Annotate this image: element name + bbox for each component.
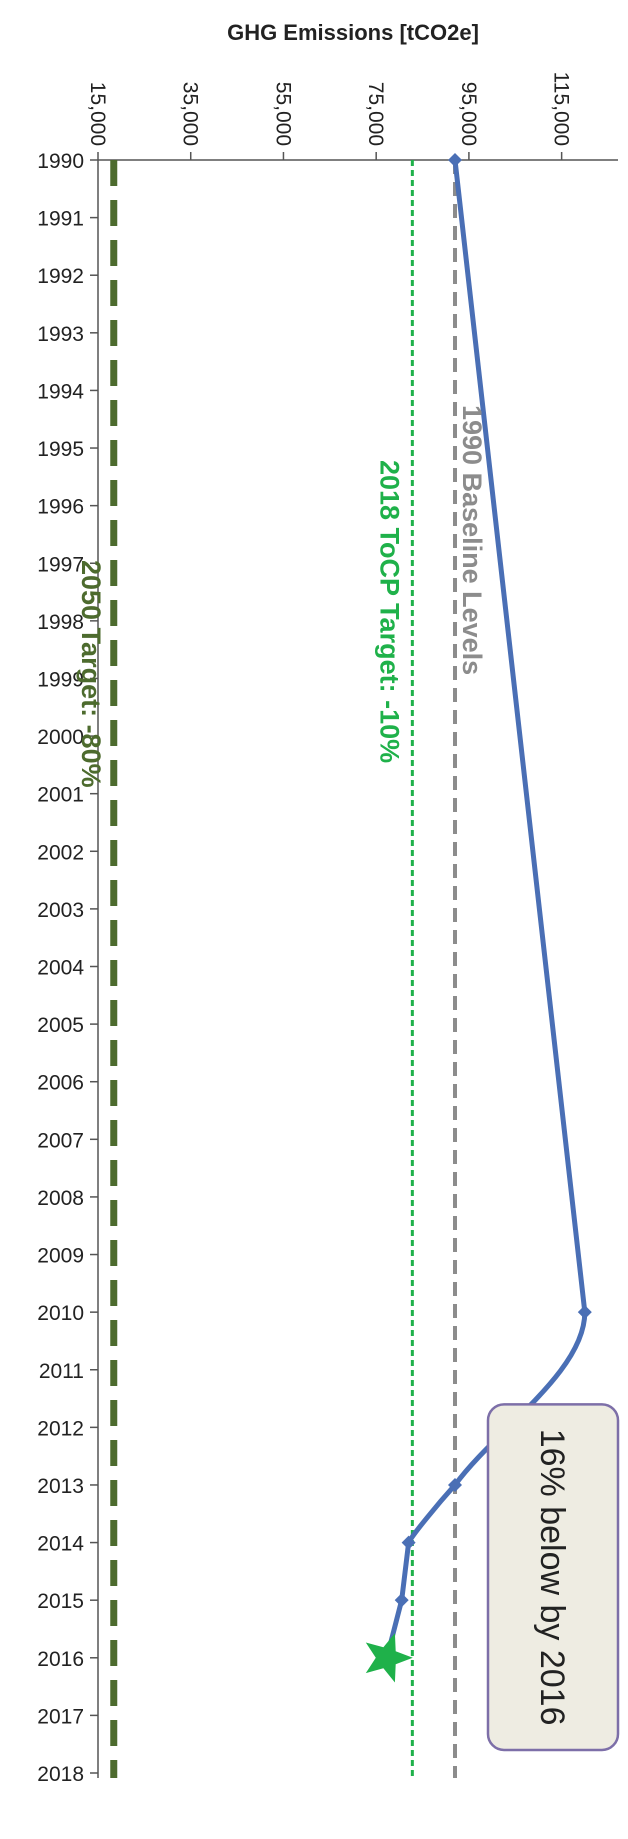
y-tick-label: 15,000 [86,82,109,146]
x-tick-label: 1991 [37,208,84,231]
x-tick-label: 1992 [37,265,84,288]
callout-box [486,1403,620,1752]
x-tick-label: 2009 [37,1245,84,1268]
data-point-marker [448,153,462,167]
x-tick-label: 2011 [39,1360,84,1383]
x-tick-label: 2010 [37,1302,84,1325]
x-tick-label: 2013 [37,1475,84,1498]
x-tick-label: 2004 [37,957,84,980]
tocp-2018-target-label: 2018 ToCP Target: -10% [374,460,404,763]
x-tick-label: 1993 [37,323,84,346]
data-point-marker [394,1593,409,1608]
baseline-1990-label: 1990 Baseline Levels [457,405,487,675]
x-tick-label: 2014 [37,1533,84,1556]
data-point-marker [448,1477,462,1492]
y-tick-label: 35,000 [179,82,202,146]
x-tick-label: 2007 [37,1129,84,1152]
y-tick-label: 55,000 [271,82,294,146]
x-tick-label: 1994 [37,380,84,403]
x-tick-label: 2000 [37,726,84,749]
y-tick-label: 75,000 [364,82,387,146]
x-tick-label: 2005 [37,1014,84,1037]
target-2050-label: 2050 Target: -80% [76,560,106,788]
labels-layer: 1990 Baseline Levels 2018 ToCP Target: -1… [76,405,620,1752]
rotated-plot: 15,000 35,000 55,000 75,000 95,000 115,000 199… [37,20,620,1786]
x-tick-label: 1996 [37,496,84,519]
emissions-line [384,157,588,1661]
axes: 15,000 35,000 55,000 75,000 95,000 115,000 199… [37,20,618,1786]
y-tick-label: 95,000 [457,82,480,146]
x-tick-label: 1998 [37,611,84,634]
x-tick-label: 1990 [37,150,84,173]
reference-lines [110,160,457,1778]
y-axis-title: GHG Emissions [tCO2e] [227,20,479,45]
x-tick-label: 2002 [37,841,84,864]
data-point-marker [577,1305,592,1320]
star-marker [365,1633,413,1683]
x-tick-label: 2003 [37,899,84,922]
x-tick-label: 2017 [37,1705,84,1728]
x-tick-label: 1999 [37,668,84,691]
x-tick-label: 1995 [37,438,84,461]
x-tick-label: 2016 [37,1648,84,1671]
x-tick-label: 2001 [37,784,84,807]
x-tick-label: 2006 [37,1072,84,1095]
x-tick-label: 2012 [37,1417,84,1440]
x-tick-label: 2008 [37,1187,84,1210]
callout-text: 16% below by 2016 [533,1429,571,1726]
x-tick-label: 1997 [37,553,84,576]
x-tick-label: 2015 [37,1590,84,1613]
y-tick-label: 115,000 [550,72,573,146]
x-tick-label: 2018 [37,1763,84,1786]
